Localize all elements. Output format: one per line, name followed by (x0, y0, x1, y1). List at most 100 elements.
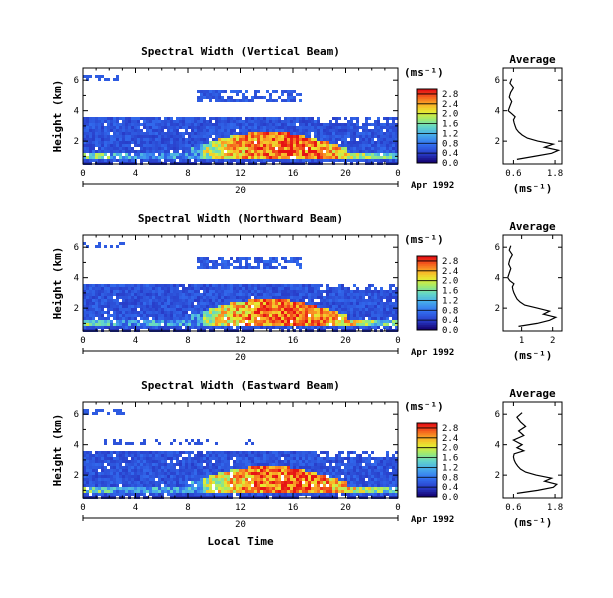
profile-x-tick-label: 2 (550, 336, 555, 346)
x-tick-label: 16 (288, 169, 299, 179)
x-tick-label: 8 (185, 169, 190, 179)
colorbar-tick-label: 0.8 (442, 306, 458, 316)
profile-y-tick-label: 2 (495, 304, 500, 314)
y-tick-label: 4 (74, 107, 79, 117)
day-label: 20 (235, 353, 246, 363)
x-tick-label: 0 (395, 169, 400, 179)
colorbar (417, 89, 437, 164)
colorbar-tick-label: 1.2 (442, 296, 458, 306)
colorbar-unit: (ms⁻¹) (404, 66, 444, 79)
colorbar-tick-label: 0.0 (442, 493, 458, 503)
colorbar-tick-label: 0.4 (442, 483, 458, 493)
x-tick-label: 0 (80, 169, 85, 179)
day-label: 20 (235, 186, 246, 196)
colorbar-tick-label: 0.0 (442, 326, 458, 336)
colorbar-tick-label: 1.2 (442, 463, 458, 473)
x-axis-label: Local Time (207, 535, 274, 548)
y-axis-label: Height (km) (51, 414, 64, 487)
y-tick-label: 6 (74, 243, 79, 253)
colorbar-tick-label: 1.6 (442, 454, 458, 464)
x-tick-label: 8 (185, 336, 190, 346)
y-tick-label: 6 (74, 76, 79, 86)
colorbar-tick-label: 2.4 (442, 267, 458, 277)
colorbar-tick-label: 0.8 (442, 473, 458, 483)
profile-y-tick-label: 2 (495, 137, 500, 147)
profile-x-tick-label: 1.8 (547, 503, 563, 513)
profile-frame (502, 67, 563, 165)
profile-line (507, 78, 561, 160)
y-tick-label: 2 (74, 137, 79, 147)
date-label: Apr 1992 (411, 348, 454, 358)
panel-title: Spectral Width (Northward Beam) (138, 212, 343, 225)
x-tick-label: 4 (133, 169, 138, 179)
profile-title: Average (509, 220, 556, 233)
colorbar-tick-label: 2.8 (442, 257, 458, 267)
profile-x-label: (ms⁻¹) (513, 349, 553, 362)
panel-northward: Spectral Width (Northward Beam)0 4 8 12 16 20… (51, 212, 563, 363)
profile-x-label: (ms⁻¹) (513, 516, 553, 529)
profile-x-label: (ms⁻¹) (513, 182, 553, 195)
panel-vertical: Spectral Width (Vertical Beam)0 4 8 12 16 20 0… (51, 45, 563, 196)
x-tick-label: 0 (395, 336, 400, 346)
y-tick-label: 2 (74, 471, 79, 481)
colorbar-unit: (ms⁻¹) (404, 233, 444, 246)
colorbar-tick-label: 2.4 (442, 100, 458, 110)
colorbar-tick-label: 2.0 (442, 444, 458, 454)
profile-y-tick-label: 6 (495, 243, 500, 253)
profile-y-tick-label: 4 (495, 107, 500, 117)
colorbar-tick-label: 1.2 (442, 129, 458, 139)
x-tick-label: 4 (133, 336, 138, 346)
profile-y-tick-label: 6 (495, 76, 500, 86)
x-tick-label: 12 (235, 503, 246, 513)
profile-x-tick-label: 1.8 (547, 169, 563, 179)
date-label: Apr 1992 (411, 181, 454, 191)
colorbar-tick-label: 2.0 (442, 277, 458, 287)
y-tick-label: 4 (74, 441, 79, 451)
y-axis-label: Height (km) (51, 247, 64, 320)
heatmap-cells (83, 242, 398, 332)
x-tick-label: 12 (235, 336, 246, 346)
profile-y-tick-label: 4 (495, 274, 500, 284)
profile-frame (502, 401, 563, 499)
x-tick-label: 4 (133, 503, 138, 513)
colorbar-tick-label: 0.8 (442, 139, 458, 149)
profile-panel: Average 2 4 6 1 2 (ms⁻¹) (495, 220, 563, 362)
colorbar-tick-label: 1.6 (442, 287, 458, 297)
panel-eastward: Spectral Width (Eastward Beam) 0 4 8 12 16 20 0… (51, 379, 563, 548)
day-label: 20 (235, 520, 246, 530)
x-tick-label: 16 (288, 503, 299, 513)
x-tick-label: 16 (288, 336, 299, 346)
colorbar-tick-label: 2.0 (442, 110, 458, 120)
date-label: Apr 1992 (411, 515, 454, 525)
colorbar-tick-label: 0.4 (442, 316, 458, 326)
x-tick-label: 0 (80, 336, 85, 346)
profile-frame (502, 234, 563, 332)
x-tick-label: 8 (185, 503, 190, 513)
x-tick-label: 0 (80, 503, 85, 513)
heatmap-cells (83, 409, 398, 499)
colorbar-tick-label: 2.8 (442, 90, 458, 100)
profile-line (507, 245, 558, 327)
colorbar-tick-label: 2.4 (442, 434, 458, 444)
profile-panel: Average 2 4 6 0.6 1.8 (ms⁻¹) (495, 387, 564, 529)
x-tick-label: 20 (340, 336, 351, 346)
colorbar (417, 423, 437, 498)
panel-title: Spectral Width (Eastward Beam) (141, 379, 340, 392)
heatmap-cells (83, 75, 398, 165)
colorbar-tick-label: 0.0 (442, 159, 458, 169)
panel-title: Spectral Width (Vertical Beam) (141, 45, 340, 58)
profile-title: Average (509, 53, 556, 66)
y-tick-label: 6 (74, 410, 79, 420)
colorbar (417, 256, 437, 331)
profile-x-tick-label: 1 (519, 336, 524, 346)
colorbar-unit: (ms⁻¹) (404, 400, 444, 413)
x-tick-label: 20 (340, 503, 351, 513)
colorbar-tick-label: 2.8 (442, 424, 458, 434)
x-tick-label: 12 (235, 169, 246, 179)
colorbar-tick-label: 0.4 (442, 149, 458, 159)
y-tick-label: 4 (74, 274, 79, 284)
profile-y-tick-label: 4 (495, 441, 500, 451)
profile-title: Average (509, 387, 556, 400)
profile-line (512, 412, 559, 494)
